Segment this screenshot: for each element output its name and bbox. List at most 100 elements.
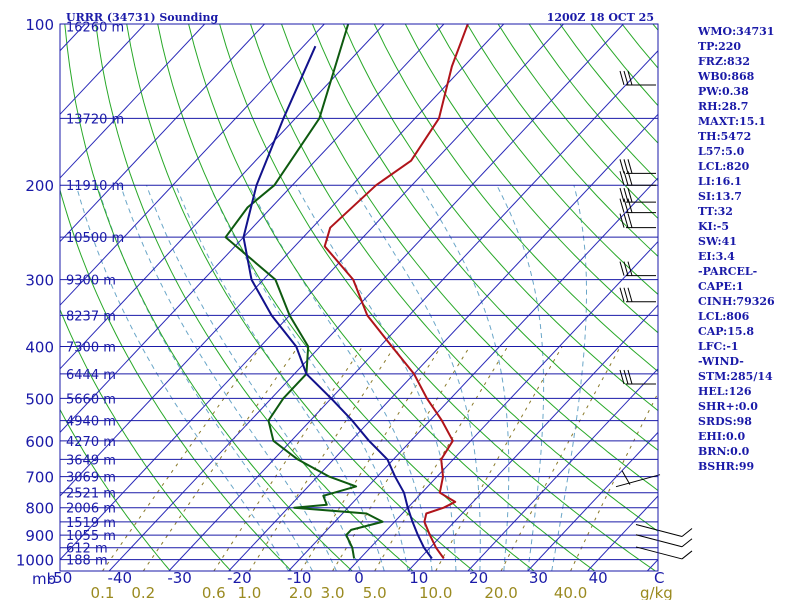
isotherms	[0, 24, 658, 571]
wind-barb-feather	[619, 159, 625, 174]
isotherm-line	[0, 24, 25, 571]
wind-barb-staff	[635, 534, 683, 548]
index-item: TT:32	[698, 205, 733, 218]
temperature-tick-label: 10	[409, 569, 428, 587]
height-label: 612 m	[66, 542, 108, 557]
wind-barb-feather	[619, 171, 625, 186]
height-label: 4940 m	[66, 415, 116, 430]
chart-valid-time: 1200Z 18 OCT 25	[547, 11, 654, 24]
dry-adiabat-line	[60, 308, 232, 571]
wind-barb-feather	[619, 70, 625, 86]
index-item: SRDS:98	[698, 415, 752, 428]
pressure-tick-label: 600	[25, 433, 54, 451]
dry-adiabat-line	[250, 24, 658, 532]
temperature-tick-label: -20	[227, 569, 252, 587]
height-label: 13720 m	[66, 112, 124, 127]
wind-barb-feather	[627, 213, 633, 228]
index-item: RH:28.7	[698, 100, 749, 113]
wind-barb-feather	[627, 70, 633, 86]
mixing-ratio-tick-label: 40.0	[554, 584, 587, 600]
wind-barb-feather	[623, 287, 629, 302]
isotherm-line	[60, 24, 325, 306]
height-label: 10500 m	[66, 231, 124, 246]
index-item: LI:16.1	[698, 175, 742, 188]
wind-barb-staff	[635, 546, 683, 560]
dry-adiabat-line	[466, 24, 658, 257]
wind-barb-feather	[619, 287, 625, 302]
mixing-ratio-tick-label: 1.0	[237, 584, 261, 600]
pressure-tick-label: 300	[25, 272, 54, 290]
index-item: EHI:0.0	[698, 430, 746, 443]
wind-barb-staff	[615, 474, 661, 488]
dry-adiabat-line	[373, 24, 658, 373]
moist-adiabat-line	[175, 185, 385, 571]
index-item: STM:285/14	[698, 370, 773, 383]
moist-adiabat-line	[209, 184, 409, 571]
profile-line-temperature	[323, 24, 469, 560]
mixing-ratio-unit-label: g/kg	[640, 584, 673, 600]
height-label: 7300 m	[66, 340, 116, 355]
isotherm-line	[60, 24, 385, 370]
index-item: TH:5472	[698, 130, 752, 143]
isotherm-line	[60, 24, 445, 434]
mixing-ratio-line	[500, 346, 621, 571]
dry-adiabat-line	[60, 188, 292, 571]
index-item: L57:5.0	[698, 145, 745, 158]
wind-barb	[619, 287, 656, 303]
dry-adiabat-line	[64, 24, 353, 571]
index-item: LCL:806	[698, 310, 750, 323]
index-item: -WIND-	[698, 355, 744, 368]
height-label: 4270 m	[66, 435, 116, 450]
dry-adiabat-line	[435, 24, 658, 296]
wind-barb-feather	[623, 198, 629, 213]
wind-barb-feather	[623, 261, 629, 276]
pressure-tick-label: 1000	[16, 552, 54, 570]
mixing-ratio-tick-label: 5.0	[363, 584, 387, 600]
height-label: 1519 m	[66, 516, 116, 531]
wind-barb	[619, 187, 656, 203]
index-item: WMO:34731	[698, 25, 775, 38]
mixing-ratio-tick-label: 10.0	[419, 584, 452, 600]
mixing-ratio-lines	[102, 346, 658, 571]
wind-barb-feather	[681, 538, 693, 548]
temperature-axis: -50 -40 -30 -20 -10 0 10 20 30 40	[48, 569, 608, 587]
mixing-ratio-line	[102, 346, 262, 571]
plot-frame	[59, 23, 659, 572]
mixing-ratio-tick-label: 0.2	[131, 584, 155, 600]
pressure-tick-label: 900	[25, 527, 54, 545]
moist-adiabat-line	[551, 185, 587, 571]
index-item: SI:13.7	[698, 190, 742, 203]
wind-barb	[615, 470, 661, 488]
height-label: 188 m	[66, 554, 108, 569]
isotherm-line	[527, 431, 658, 571]
wind-barb-feather	[623, 369, 629, 385]
index-item: CINH:79326	[698, 295, 775, 308]
temperature-tick-label: 30	[529, 569, 548, 587]
moist-adiabat-line	[419, 184, 510, 571]
pressure-tick-label: 100	[25, 16, 54, 34]
index-item: KI:-5	[698, 220, 729, 233]
index-item: LFC:-1	[698, 340, 739, 353]
isotherm-line	[60, 24, 505, 497]
wind-barb-feather	[623, 213, 629, 228]
wind-barb	[619, 171, 656, 186]
mixing-ratio-tick-label: 0.1	[91, 584, 115, 600]
wind-barb-feather	[681, 550, 693, 560]
mixing-ratio-line	[248, 346, 396, 571]
index-item: WB0:868	[698, 70, 755, 83]
wind-barb	[619, 369, 656, 385]
wind-barb-feather	[623, 70, 629, 86]
wind-barb	[635, 524, 693, 538]
pressure-axis: 100 200 300 400 500 600 700 800 900 1000	[16, 16, 54, 570]
wind-barb-feather	[627, 171, 633, 186]
wind-barb-feather	[623, 187, 629, 203]
mixing-ratio-line	[435, 346, 563, 571]
moist-adiabat-line	[496, 184, 545, 571]
isotherm-line	[60, 24, 564, 561]
dry-adiabats	[60, 24, 658, 571]
index-item: CAP:15.8	[698, 325, 755, 338]
index-item: BRN:0.0	[698, 445, 750, 458]
temperature-tick-label: 20	[469, 569, 488, 587]
wind-barb-staff	[635, 524, 683, 538]
